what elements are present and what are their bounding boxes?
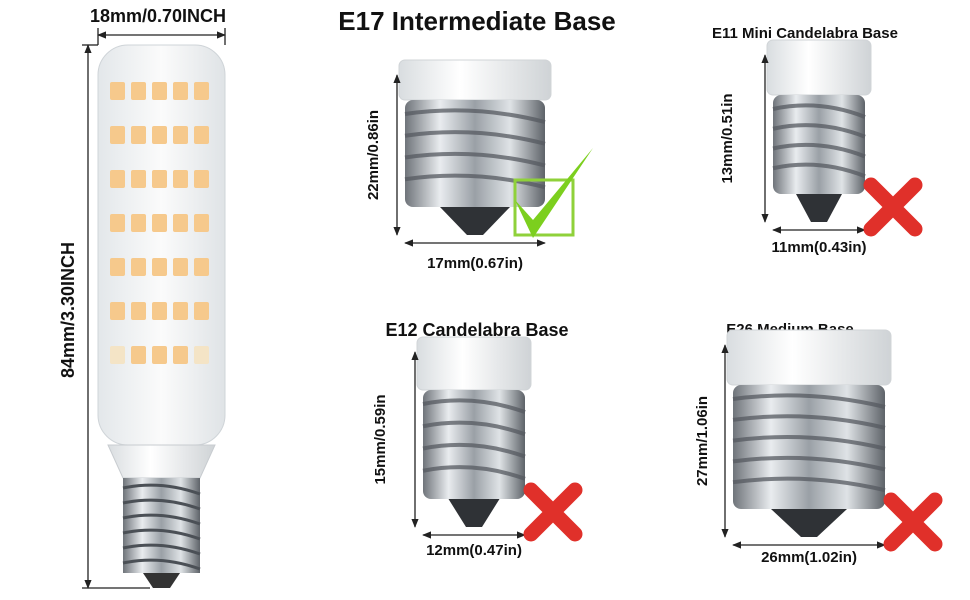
led — [173, 82, 188, 100]
led — [110, 258, 125, 276]
bulb-screw — [123, 478, 200, 573]
width-label: 17mm(0.67in) — [427, 255, 523, 272]
led — [110, 302, 125, 320]
thread — [422, 420, 526, 437]
base-title: E17 Intermediate Base — [338, 6, 615, 36]
led — [173, 346, 188, 364]
cross-mark — [863, 177, 923, 237]
width-label: 18mm/0.70INCH — [90, 6, 226, 26]
led — [152, 346, 167, 364]
led — [152, 170, 167, 188]
led — [152, 214, 167, 232]
thread — [122, 528, 201, 541]
thread — [122, 513, 201, 526]
check-box — [513, 178, 575, 237]
width-label: 26mm(1.02in) — [761, 549, 857, 566]
thread — [122, 483, 201, 496]
height-label: 15mm/0.59in — [372, 394, 389, 484]
base-option: E12 Candelabra Base 15mm/0.59in 12mm(0.47i… — [372, 320, 583, 559]
ceramic-top — [766, 39, 872, 96]
thread — [422, 465, 526, 481]
cross-mark — [883, 492, 943, 552]
led — [194, 346, 209, 364]
height-label: 84mm/3.30INCH — [58, 242, 78, 378]
led — [131, 214, 146, 232]
thread — [404, 173, 546, 190]
bulb-tip — [143, 573, 180, 588]
base-option: E11 Mini Candelabra Base 13mm/0.51in 11mm(… — [712, 25, 923, 256]
led — [194, 170, 209, 188]
led — [131, 302, 146, 320]
ceramic-top — [726, 329, 892, 386]
led — [194, 302, 209, 320]
led — [110, 346, 125, 364]
led — [131, 258, 146, 276]
cross-mark — [523, 482, 583, 542]
led — [194, 214, 209, 232]
led — [131, 346, 146, 364]
base-tip — [771, 509, 847, 537]
thread — [404, 151, 546, 168]
led — [131, 82, 146, 100]
led — [194, 126, 209, 144]
led — [110, 214, 125, 232]
led — [194, 82, 209, 100]
thread — [122, 558, 201, 571]
led — [152, 258, 167, 276]
base-tip — [440, 207, 510, 235]
led — [110, 82, 125, 100]
led — [110, 126, 125, 144]
height-label: 27mm/1.06in — [694, 396, 711, 486]
base-tip — [448, 499, 500, 527]
height-label: 22mm/0.86in — [365, 110, 382, 200]
thread — [422, 398, 526, 414]
base-option: E17 Intermediate Base 22mm/0.86in 17mm(0.6… — [338, 6, 615, 272]
thread — [732, 455, 886, 472]
thread — [732, 393, 886, 409]
ceramic-top — [416, 336, 532, 391]
main-bulb: 18mm/0.70INCH 84mm/3.30INCH — [58, 6, 226, 589]
led — [173, 214, 188, 232]
thread — [422, 442, 526, 459]
led — [194, 258, 209, 276]
thread — [732, 435, 886, 451]
bulb-neck — [107, 444, 216, 479]
bulb-glass — [97, 44, 226, 446]
thread — [772, 142, 866, 159]
width-label: 11mm(0.43in) — [771, 239, 866, 256]
led — [152, 82, 167, 100]
thread — [404, 108, 546, 124]
height-label: 13mm/0.51in — [719, 93, 736, 183]
ceramic-top — [398, 59, 552, 101]
led — [173, 126, 188, 144]
width-label: 12mm(0.47in) — [426, 542, 522, 559]
thread — [122, 498, 201, 511]
thread — [404, 130, 546, 146]
thread — [732, 476, 886, 493]
base-title: E11 Mini Candelabra Base — [712, 25, 898, 42]
led — [152, 126, 167, 144]
led — [152, 302, 167, 320]
led — [131, 126, 146, 144]
thread — [772, 103, 866, 119]
thread — [772, 162, 866, 179]
thread — [772, 123, 866, 139]
thread — [122, 543, 201, 556]
led — [173, 258, 188, 276]
base-options: E17 Intermediate Base 22mm/0.86in 17mm(0.6… — [338, 6, 943, 566]
base-title: E12 Candelabra Base — [385, 320, 568, 340]
led — [173, 170, 188, 188]
led — [110, 170, 125, 188]
led — [131, 170, 146, 188]
base-tip — [796, 194, 842, 222]
led — [173, 302, 188, 320]
thread — [732, 414, 886, 430]
screw-threads — [122, 483, 201, 571]
led-grid — [110, 82, 209, 364]
